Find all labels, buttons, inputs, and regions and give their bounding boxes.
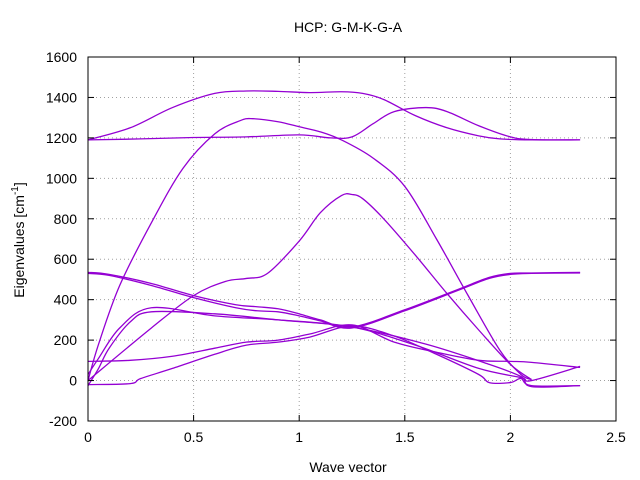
x-tick-label: 0.5 xyxy=(184,429,204,445)
y-tick-labels: -200 0 200 400 600 800 1000 1200 1400 1600 xyxy=(46,49,77,429)
grid xyxy=(88,57,616,421)
band-line-2 xyxy=(87,106,581,141)
x-tick-label: 1.5 xyxy=(395,429,415,445)
y-tick-label: 1400 xyxy=(46,89,77,105)
band-line-9 xyxy=(87,310,581,388)
axis-ticks xyxy=(87,56,617,422)
x-tick-label: 2 xyxy=(507,429,515,445)
y-axis-title-main: Eigenvalues [cm xyxy=(11,195,27,298)
plot-frame xyxy=(87,56,617,422)
y-tick-label: 400 xyxy=(54,292,78,308)
band-lines xyxy=(87,90,581,388)
y-axis-title-superscript: -1 xyxy=(10,186,21,195)
y-tick-label: 1200 xyxy=(46,130,77,146)
y-tick-label: 600 xyxy=(54,251,78,267)
band-line-7 xyxy=(87,324,581,369)
y-axis-title-close: ] xyxy=(11,182,27,186)
y-tick-label: -200 xyxy=(49,413,77,429)
y-tick-label: 0 xyxy=(69,373,77,389)
x-tick-label: 0 xyxy=(84,429,92,445)
y-tick-label: 1000 xyxy=(46,170,77,186)
band-line-4 xyxy=(87,193,532,382)
x-tick-label: 2.5 xyxy=(606,429,626,445)
x-tick-label: 1 xyxy=(295,429,303,445)
y-tick-label: 800 xyxy=(54,211,78,227)
y-tick-label: 1600 xyxy=(46,49,77,65)
band-line-8 xyxy=(87,325,581,387)
chart-title: HCP: G-M-K-G-A xyxy=(294,19,403,35)
y-tick-label: 200 xyxy=(54,332,78,348)
band-line-5 xyxy=(87,271,581,328)
x-tick-labels: 0 0.5 1 1.5 2 2.5 xyxy=(84,429,626,445)
x-axis-title: Wave vector xyxy=(309,459,387,475)
band-line-6 xyxy=(87,272,581,329)
band-line-3 xyxy=(87,117,532,381)
band-line-10 xyxy=(87,306,581,382)
y-axis-title: Eigenvalues [cm-1] xyxy=(10,182,27,298)
band-line-1 xyxy=(87,90,581,141)
